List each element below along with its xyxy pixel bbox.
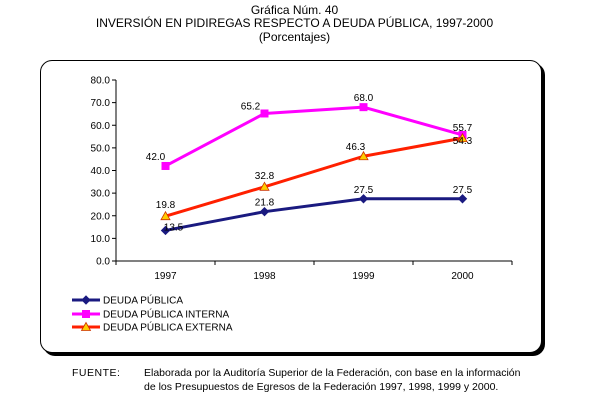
data-label: 42.0 (146, 152, 166, 163)
legend-marker (82, 310, 90, 318)
data-label: 19.8 (156, 200, 176, 211)
data-point (457, 194, 468, 204)
series-line (165, 136, 463, 218)
legend-marker (81, 295, 91, 305)
chart-title: INVERSIÓN EN PIDIREGAS RESPECTO A DEUDA … (95, 16, 494, 30)
data-label: 54.3 (453, 136, 473, 147)
data-label: 32.8 (255, 171, 275, 182)
data-label: 65.2 (241, 101, 261, 112)
data-label: 68.0 (354, 93, 374, 104)
data-label: 46.3 (346, 142, 366, 153)
y-tick-label: 70.0 (91, 98, 111, 109)
source-line-2: de los Presupuestos de Egresos de la Fed… (144, 381, 499, 393)
data-label: 27.5 (453, 185, 473, 196)
y-tick-label: 30.0 (91, 189, 111, 200)
y-tick-label: 60.0 (91, 121, 111, 132)
data-point (358, 150, 369, 161)
data-point (160, 225, 171, 236)
legend-marker (80, 321, 92, 331)
legend-label: DEUDA PÚBLICA EXTERNA (103, 321, 233, 334)
series-line (165, 197, 463, 232)
data-label: 27.5 (354, 185, 374, 196)
data-point (161, 161, 170, 170)
data-point (359, 103, 368, 112)
y-tick-label: 40.0 (91, 166, 111, 177)
source-label: FUENTE: (72, 367, 121, 379)
chart-number: Gráfica Núm. 40 (250, 3, 339, 17)
x-tick-label: 1999 (352, 271, 375, 282)
data-label: 13.5 (164, 222, 184, 233)
y-tick-label: 0.0 (96, 257, 110, 268)
y-tick-label: 20.0 (91, 211, 111, 222)
legend-label: DEUDA PÚBLICA INTERNA (103, 308, 229, 321)
data-point (259, 206, 270, 217)
data-point (457, 132, 468, 143)
y-tick-label: 80.0 (91, 76, 111, 87)
data-label: 21.8 (255, 198, 275, 209)
legend-label: DEUDA PÚBLICA (103, 294, 183, 307)
y-tick-label: 50.0 (91, 143, 111, 154)
chart-frame (40, 60, 542, 353)
x-tick-label: 1998 (253, 271, 276, 282)
data-point (160, 210, 171, 221)
series-line (164, 105, 463, 168)
chart-subtitle: (Porcentajes) (258, 30, 331, 44)
x-tick-label: 2000 (451, 271, 474, 282)
data-point (259, 181, 270, 191)
x-tick-label: 1997 (154, 271, 177, 282)
data-point (260, 109, 269, 118)
data-point (358, 194, 369, 204)
y-tick-label: 10.0 (91, 234, 111, 245)
data-label: 55.7 (453, 123, 473, 134)
source-line-1: Elaborada por la Auditoría Superior de l… (144, 367, 521, 379)
